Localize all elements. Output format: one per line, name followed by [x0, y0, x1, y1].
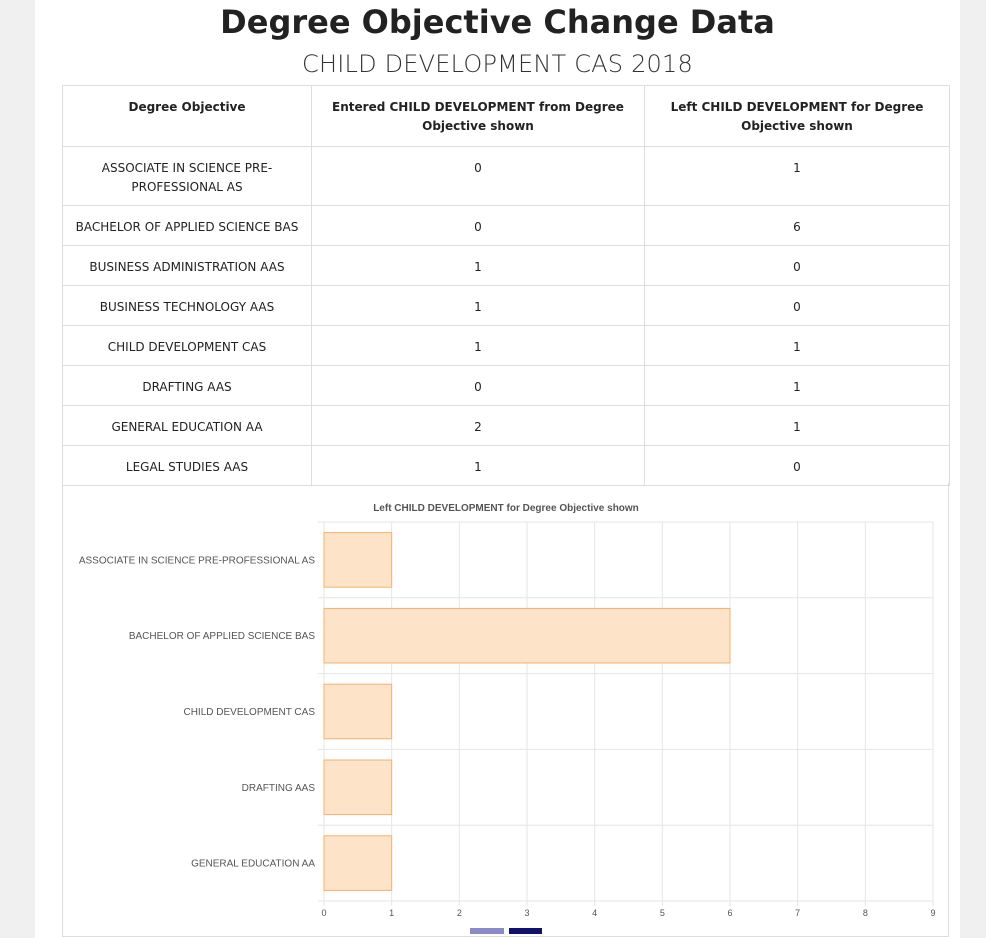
x-tick-label: 9 [930, 908, 935, 918]
cell-entered: 1 [311, 245, 645, 286]
y-category-label: BACHELOR OF APPLIED SCIENCE BAS [129, 631, 315, 642]
chart-container: 0 1 2 3 4 5 6 7 8 9 ASSOCIATE IN SCIENCE PRE-PROFE… [62, 483, 949, 937]
legend-swatch[interactable] [470, 928, 504, 934]
x-tick-label: 7 [795, 908, 800, 918]
cell-objective: LEGAL STUDIES AAS [62, 445, 312, 486]
y-category-label: CHILD DEVELOPMENT CAS [183, 707, 315, 718]
legend-swatch[interactable] [509, 928, 542, 934]
bar-chart: 0 1 2 3 4 5 6 7 8 9 ASSOCIATE IN SCIENCE PRE-PROFE… [79, 503, 936, 918]
cell-entered: 0 [311, 365, 645, 406]
table-row: BACHELOR OF APPLIED SCIENCE BAS 0 6 [62, 205, 950, 246]
chart-bar [323, 683, 393, 740]
x-tick-label: 6 [727, 908, 732, 918]
cell-left: 0 [644, 285, 950, 326]
y-category-label: ASSOCIATE IN SCIENCE PRE-PROFESSIONAL AS [79, 555, 315, 566]
cell-entered: 0 [311, 146, 645, 206]
column-header-entered: Entered CHILD DEVELOPMENT from Degree Ob… [311, 85, 645, 147]
cell-entered: 1 [311, 445, 645, 486]
table-row: LEGAL STUDIES AAS 1 0 [62, 445, 950, 486]
chart-title: Left CHILD DEVELOPMENT for Degree Object… [373, 503, 639, 514]
cell-left: 1 [644, 405, 950, 446]
cell-left: 0 [644, 445, 950, 486]
table-row: CHILD DEVELOPMENT CAS 1 1 [62, 325, 950, 366]
chart-bar [323, 532, 393, 588]
page-container: Degree Objective Change Data CHILD DEVEL… [35, 0, 960, 938]
x-tick-label: 2 [457, 908, 462, 918]
x-tick-label: 4 [592, 908, 597, 918]
column-header-degree-objective: Degree Objective [62, 85, 312, 147]
page-title: Degree Objective Change Data [220, 3, 775, 41]
column-header-left: Left CHILD DEVELOPMENT for Degree Object… [644, 85, 950, 147]
page-subtitle: CHILD DEVELOPMENT CAS 2018 [302, 50, 693, 78]
table-row: GENERAL EDUCATION AA 2 1 [62, 405, 950, 446]
x-tick-label: 1 [389, 908, 394, 918]
cell-left: 1 [644, 325, 950, 366]
chart-bar [323, 607, 731, 664]
table-header-row: Degree Objective Entered CHILD DEVELOPME… [62, 85, 950, 147]
y-category-label: DRAFTING AAS [242, 783, 316, 794]
cell-objective: BUSINESS ADMINISTRATION AAS [62, 245, 312, 286]
cell-entered: 1 [311, 285, 645, 326]
cell-left: 1 [644, 365, 950, 406]
cell-left: 1 [644, 146, 950, 206]
cell-objective: DRAFTING AAS [62, 365, 312, 406]
cell-objective: BUSINESS TECHNOLOGY AAS [62, 285, 312, 326]
table-row: BUSINESS ADMINISTRATION AAS 1 0 [62, 245, 950, 286]
cell-entered: 2 [311, 405, 645, 446]
table-row: BUSINESS TECHNOLOGY AAS 1 0 [62, 285, 950, 326]
cell-entered: 0 [311, 205, 645, 246]
x-tick-label: 8 [863, 908, 868, 918]
table-row: ASSOCIATE IN SCIENCE PRE-PROFESSIONAL AS… [62, 146, 950, 206]
cell-entered: 1 [311, 325, 645, 366]
cell-objective: BACHELOR OF APPLIED SCIENCE BAS [62, 205, 312, 246]
cell-objective: GENERAL EDUCATION AA [62, 405, 312, 446]
x-tick-label: 5 [660, 908, 665, 918]
table-row: DRAFTING AAS 0 1 [62, 365, 950, 406]
cell-objective: CHILD DEVELOPMENT CAS [62, 325, 312, 366]
degree-change-table: Degree Objective Entered CHILD DEVELOPME… [62, 85, 950, 486]
x-tick-label: 0 [321, 908, 326, 918]
cell-objective: ASSOCIATE IN SCIENCE PRE-PROFESSIONAL AS [62, 146, 312, 206]
cell-left: 6 [644, 205, 950, 246]
y-category-label: GENERAL EDUCATION AA [191, 859, 315, 870]
chart-bar [323, 835, 393, 891]
chart-bar [323, 759, 393, 816]
x-tick-label: 3 [524, 908, 529, 918]
cell-left: 0 [644, 245, 950, 286]
